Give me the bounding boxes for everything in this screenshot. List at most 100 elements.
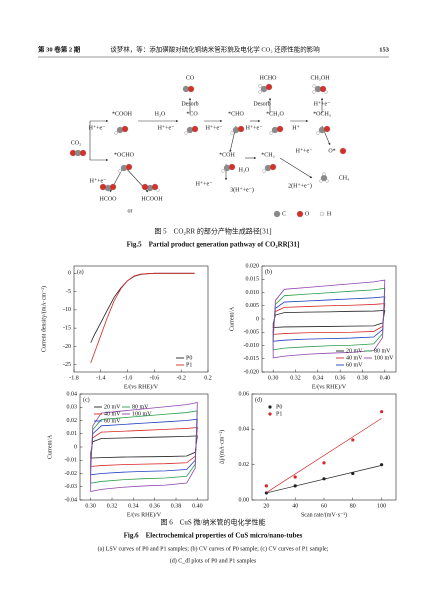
panel-label: (a) [77,268,84,275]
plot-frame [73,265,209,373]
atom [114,131,118,135]
atom [273,210,281,218]
atom [322,172,326,176]
caption-line: (d) C_dl plots of P0 and P1 samples [170,557,257,564]
page-number: 153 [379,46,390,53]
y-tick-label: -0.015 [244,356,260,362]
pathway-label: H [327,211,332,217]
pathway-label: O [305,211,310,217]
x-axis-label: E/(vs RHE)/V [124,383,159,390]
pathway-label: *OCHO [114,152,135,158]
x-tick-label: -0.2 [176,375,186,381]
y-tick-label: 0.010 [246,290,260,296]
x-tick-label: 0.32 [107,503,118,509]
series-line [272,296,386,342]
atom [237,125,245,133]
atom [265,83,273,91]
legend-label: P0 [186,355,192,361]
atom [230,131,234,135]
y-tick-label: -0.005 [244,330,260,336]
point [264,484,268,488]
point [380,410,384,414]
pathway-label: H⁺+e⁻ [296,148,313,154]
x-tick-label: -0.6 [150,375,160,381]
legend-label: 20 mV [104,404,121,410]
atom [323,125,331,133]
pathway-label: *CHO [228,111,244,117]
legend-marker [268,405,272,409]
x-tick-label: 40 [292,503,298,509]
series-line [90,401,198,493]
legend-label: P1 [276,411,282,417]
figure-caption-en: Fig.5 Partial product generation pathway… [127,241,300,249]
atom [109,183,117,191]
x-tick-label: 0.38 [171,503,182,509]
atom [151,183,159,191]
pathway-label: CO₂ [71,140,81,146]
pathway-label: *CO [186,111,198,117]
legend-marker [268,412,272,416]
figure-caption-en: Fig.6 Electrochemical properties of CuS … [124,532,303,540]
y-tick-label: -5 [66,289,71,295]
atom [258,90,262,94]
atom [141,183,149,191]
pathway-label: *CH₂O [266,111,284,117]
x-tick-label: 80 [350,503,356,509]
y-tick-label: 0.02 [67,418,78,424]
atom [319,211,325,217]
molecule-icons [69,83,347,218]
legend-label: 80 mV [374,348,391,354]
atom [269,131,273,135]
pathway-label: 3(H⁺+e⁻) [230,186,254,193]
plot-frame [251,393,397,501]
legend-label: P1 [186,362,192,368]
pathway-label: H⁺+e⁻ [246,125,263,131]
y-tick-label: -25 [63,362,71,368]
pathway-label: H⁺ [292,125,300,131]
y-tick-label: -0.020 [244,369,260,375]
pathway-label: HCOO [99,196,117,202]
atom [312,84,316,88]
legend-label: 80 mV [132,404,149,410]
atom [258,84,262,88]
y-tick-label: 0.015 [246,277,260,283]
legend-label: 60 mV [346,362,363,368]
y-tick-label: -0.01 [65,458,78,464]
y-tick-label: 0.00 [239,497,250,503]
point [293,475,297,479]
legend-label: 40 mV [104,411,121,417]
y-tick-label: -0.04 [65,497,78,503]
x-tick-label: 0.30 [85,503,96,509]
pathway-label: H₂O [155,111,166,117]
pathway-label: Desorb [181,101,198,107]
legend-label: 100 mV [374,355,394,361]
atom [118,169,122,173]
x-axis-label: Scan rate/(mV·s⁻¹) [301,511,347,518]
pathway-label: O* [328,148,335,154]
figure-caption-cn: 图 5 CO₂RR 的部分产物生成路径[31] [154,227,271,236]
atom [319,179,323,183]
pathway-label: 2(H⁺+e⁻) [288,182,312,189]
y-tick-label: 0.04 [67,391,78,397]
atom [319,85,327,93]
x-tick-label: 0.34 [313,375,324,381]
pathway-label: CH₄ [339,175,349,181]
series-line [272,279,386,359]
panel-label: (c) [83,396,90,403]
series-line [90,435,198,459]
atom [269,163,277,171]
pathway-label: or [128,208,133,214]
legend-label: 100 mV [132,411,152,417]
series-line [272,303,386,335]
y-tick-label: 0 [74,444,77,450]
pathway-label: *COOH [112,111,133,117]
pathway-label: H⁺+e⁻ [89,125,106,131]
header-issue: 第 30 卷第 2 期 [38,44,81,53]
atom [324,90,328,94]
y-tick-label: -0.010 [244,343,260,349]
point [293,484,297,488]
atom [339,147,347,155]
legend-label: P0 [276,404,282,410]
x-tick-label: -1.0 [123,375,133,381]
atom [121,125,129,133]
